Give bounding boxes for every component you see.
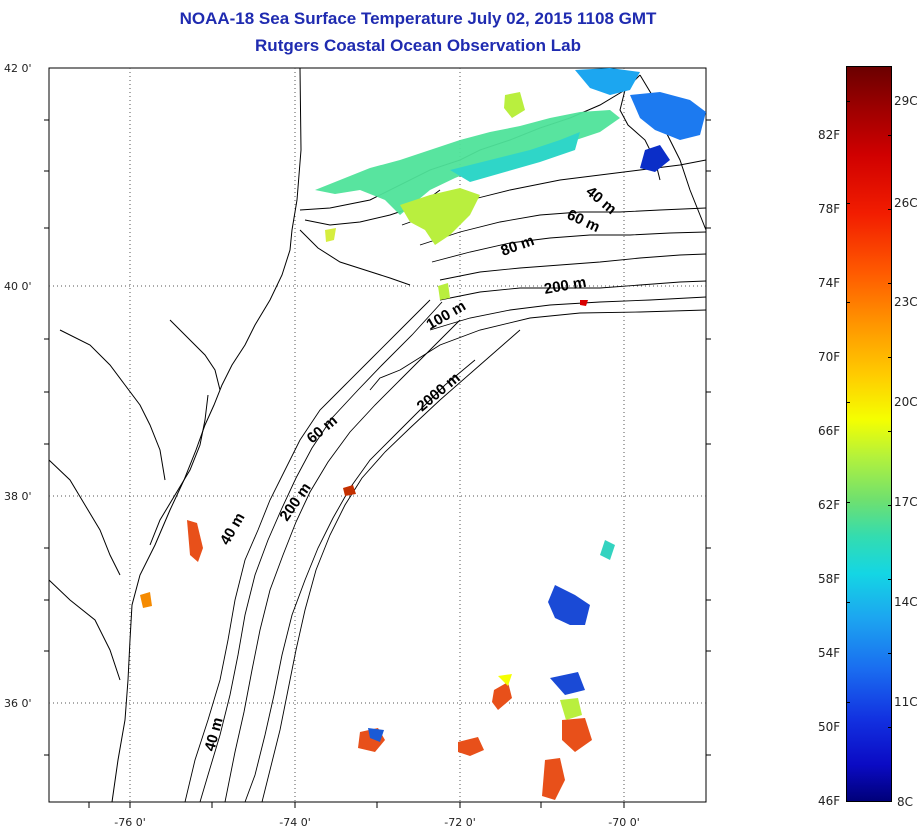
lat-label: 36 0': [4, 697, 32, 710]
latitude-labels: 42 0' 40 0' 38 0' 36 0': [4, 62, 32, 710]
colorbar-f-label: 58F: [818, 572, 841, 586]
colorbar-tick: [888, 283, 892, 284]
colorbar-f-label: 78F: [818, 202, 841, 216]
sst-patch-nantucket: [575, 68, 640, 95]
colorbar-tick: [888, 653, 892, 654]
graticule: [49, 68, 706, 802]
lat-label: 42 0': [4, 62, 32, 75]
longitude-labels: -76 0' -74 0' -72 0' -70 0': [114, 816, 640, 829]
isobath-label: 40 m: [217, 510, 249, 548]
sst-patch-warm-3: [492, 682, 512, 710]
colorbar-tick: [888, 135, 892, 136]
temperature-colorbar: [846, 66, 892, 802]
colorbar-c-label: 11C: [894, 695, 918, 709]
sst-patch-small-green: [438, 283, 450, 300]
sst-patch-coastal-warm: [187, 520, 203, 562]
sst-patch-small-cyan: [600, 540, 615, 560]
colorbar-tick: [846, 502, 850, 503]
colorbar-tick: [846, 602, 850, 603]
colorbar-f-label: 62F: [818, 498, 841, 512]
colorbar-c-label: 14C: [894, 595, 918, 609]
sst-patch-warm-4: [562, 718, 592, 752]
colorbar-f-label: 54F: [818, 646, 841, 660]
map-title: NOAA-18 Sea Surface Temperature July 02,…: [179, 9, 657, 28]
isobath-labels: 40 m 60 m 80 m 200 m 100 m 2000 m 60 m 4…: [201, 183, 619, 753]
colorbar-tick: [846, 203, 850, 204]
colorbar-tick: [888, 209, 892, 210]
colorbar-c-label: 20C: [894, 395, 918, 409]
lon-label: -70 0': [608, 816, 640, 829]
sst-patch-warm-4-edge: [560, 698, 582, 720]
sst-patch-small-red: [343, 485, 356, 496]
sst-patch-small-yellow: [325, 228, 336, 242]
isobath-label: 2000 m: [414, 369, 464, 415]
colorbar-c-label: 23C: [894, 295, 918, 309]
colorbar-tick: [846, 702, 850, 703]
isobath-label: 80 m: [499, 232, 537, 260]
isobath-label: 200 m: [276, 480, 314, 525]
sst-patch-shelf-cool: [450, 132, 580, 182]
colorbar-f-label: 74F: [818, 276, 841, 290]
lat-label: 40 0': [4, 280, 32, 293]
lon-label: -76 0': [114, 816, 146, 829]
colorbar-tick: [888, 579, 892, 580]
isobath-label: 40 m: [582, 183, 619, 218]
colorbar-tick: [888, 357, 892, 358]
sst-patch-warm-2: [458, 737, 484, 756]
isobath-label: 100 m: [424, 297, 469, 333]
sst-patch-warm-3-edge: [498, 674, 512, 686]
colorbar-c-label: 26C: [894, 196, 918, 210]
colorbar-tick: [888, 727, 892, 728]
sst-patch-georges: [630, 92, 706, 140]
sst-patch-blue-offshore: [548, 585, 590, 625]
bathymetry-contours: [184, 159, 707, 803]
map-subtitle: Rutgers Coastal Ocean Observation Lab: [255, 36, 581, 55]
isobath-label: 60 m: [564, 206, 602, 236]
sst-map: 40 m 60 m 80 m 200 m 100 m 2000 m 60 m 4…: [4, 62, 711, 829]
sst-patch-shelf-warm: [400, 188, 480, 245]
colorbar-tick: [888, 505, 892, 506]
isobath-label: 60 m: [304, 412, 341, 447]
isobath-label: 200 m: [543, 274, 588, 298]
sst-patch-bay-warm: [140, 592, 152, 608]
sst-patch-blue-2: [550, 672, 585, 695]
colorbar-tick: [888, 431, 892, 432]
colorbar-tick: [846, 101, 850, 102]
lon-label: -74 0': [279, 816, 311, 829]
sst-patch-shelf: [315, 110, 620, 215]
colorbar-c-label: 8C: [897, 795, 914, 809]
lon-label: -72 0': [444, 816, 476, 829]
colorbar-c-label: 29C: [894, 94, 918, 108]
sst-patch-cold-eddy: [640, 145, 670, 172]
axis-ticks: [44, 119, 711, 808]
colorbar-f-label: 66F: [818, 424, 841, 438]
colorbar-tick: [846, 302, 850, 303]
colorbar-f-label: 82F: [818, 128, 841, 142]
colorbar-c-label: 17C: [894, 495, 918, 509]
isobath-label: 40 m: [201, 716, 226, 753]
colorbar-tick: [846, 402, 850, 403]
colorbar-f-label: 50F: [818, 720, 841, 734]
sst-patches: [140, 68, 706, 800]
lat-label: 38 0': [4, 490, 32, 503]
colorbar-f-label: 46F: [818, 794, 841, 808]
colorbar-f-label: 70F: [818, 350, 841, 364]
sst-patch-sound: [504, 92, 525, 118]
sst-patch-warm-1-edge: [368, 728, 384, 742]
sst-patch-small-dot: [580, 300, 588, 306]
sst-patch-warm-5: [542, 758, 565, 800]
